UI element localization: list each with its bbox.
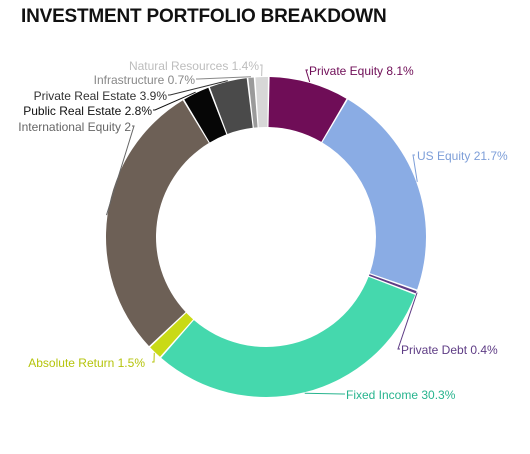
slice-fixed-income [161,276,416,398]
label-natural-resources: Natural Resources 1.4% [129,59,259,73]
leader-lines-group [106,64,418,395]
label-private-real-estate: Private Real Estate 3.9% [34,89,168,103]
leader-line-natural-resources [260,64,263,77]
leader-line-fixed-income [304,392,345,395]
leader-line-international-equity [106,125,135,216]
slice-us-equity [322,99,426,290]
label-public-real-estate: Public Real Estate 2.8% [23,104,152,118]
label-private-equity: Private Equity 8.1% [309,64,414,78]
slice-private-equity [268,77,347,142]
leader-line-private-real-estate [168,80,228,96]
label-infrastructure: Infrastructure 0.7% [94,73,196,87]
chart-title: INVESTMENT PORTFOLIO BREAKDOWN [21,6,387,27]
label-private-debt: Private Debt 0.4% [401,343,498,357]
slices-group [105,77,426,398]
slice-natural-resources [255,77,268,128]
label-international-equity: International Equity 2 [18,120,131,134]
label-absolute-return: Absolute Return 1.5% [28,356,145,370]
slice-private-debt [368,274,417,294]
leader-line-public-real-estate [153,91,196,111]
leader-line-infrastructure [196,76,251,80]
label-fixed-income: Fixed Income 30.3% [346,388,456,402]
slice-absolute-return [150,312,194,357]
label-us-equity: US Equity 21.7% [417,149,508,163]
leader-line-private-debt [397,292,418,350]
slice-public-real-estate [184,87,227,143]
slice-infrastructure [248,77,258,128]
slice-private-real-estate [209,78,253,134]
leader-line-absolute-return [152,352,155,363]
labels-group: Private Equity 8.1% US Equity 21.7% Privat… [18,59,508,402]
leader-line-private-equity [305,69,311,83]
leader-line-us-equity [412,154,418,182]
slice-international-equity [105,100,209,347]
